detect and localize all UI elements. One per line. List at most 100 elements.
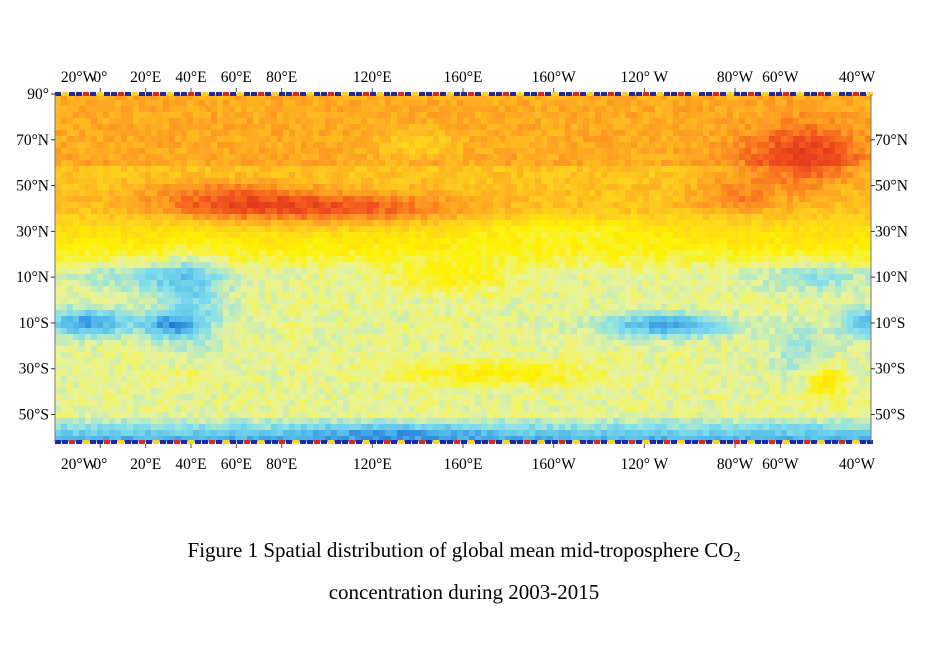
heatmap-cell — [79, 196, 86, 203]
heatmap-cell — [175, 298, 182, 305]
heatmap-cell — [397, 226, 404, 233]
heatmap-cell — [697, 274, 704, 281]
heatmap-cell — [583, 190, 590, 197]
heatmap-cell — [109, 292, 116, 299]
heatmap-cell — [127, 190, 134, 197]
heatmap-cell — [733, 304, 740, 311]
heatmap-cell — [865, 124, 872, 131]
heatmap-cell — [343, 184, 350, 191]
heatmap-cell — [859, 166, 866, 173]
heatmap-cell — [409, 124, 416, 131]
heatmap-cell — [553, 208, 560, 215]
heatmap-cell — [307, 112, 314, 119]
heatmap-cell — [535, 262, 542, 269]
heatmap-cell — [493, 256, 500, 263]
heatmap-cell — [289, 280, 296, 287]
heatmap-cell — [337, 250, 344, 257]
heatmap-cell — [259, 190, 266, 197]
heatmap-cell — [721, 118, 728, 125]
heatmap-cell — [127, 172, 134, 179]
heatmap-cell — [817, 256, 824, 263]
heatmap-cell — [841, 112, 848, 119]
heatmap-cell — [793, 172, 800, 179]
heatmap-cell — [169, 112, 176, 119]
heatmap-cell — [523, 142, 530, 149]
heatmap-cell — [163, 262, 170, 269]
heatmap-cell — [403, 304, 410, 311]
heatmap-cell — [457, 94, 464, 101]
heatmap-cell — [439, 256, 446, 263]
heatmap-cell — [733, 166, 740, 173]
heatmap-cell — [715, 184, 722, 191]
heatmap-cell — [415, 208, 422, 215]
heatmap-cell — [85, 280, 92, 287]
heatmap-cell — [739, 226, 746, 233]
heatmap-cell — [409, 304, 416, 311]
heatmap-cell — [85, 310, 92, 317]
heatmap-cell — [451, 304, 458, 311]
heatmap-cell — [175, 166, 182, 173]
heatmap-cell — [385, 292, 392, 299]
heatmap-cell — [781, 292, 788, 299]
heatmap-cell — [853, 166, 860, 173]
heatmap-cell — [541, 142, 548, 149]
heatmap-cell — [469, 124, 476, 131]
heatmap-cell — [445, 286, 452, 293]
heatmap-cell — [667, 112, 674, 119]
heatmap-cell — [829, 220, 836, 227]
heatmap-cell — [517, 160, 524, 167]
heatmap-cell — [361, 232, 368, 239]
heatmap-cell — [835, 304, 842, 311]
heatmap-cell — [169, 250, 176, 257]
heatmap-cell — [313, 256, 320, 263]
heatmap-cell — [397, 148, 404, 155]
heatmap-cell — [139, 124, 146, 131]
heatmap-cell — [709, 154, 716, 161]
heatmap-cell — [493, 220, 500, 227]
heatmap-cell — [151, 208, 158, 215]
heatmap-cell — [73, 130, 80, 137]
heatmap-cell — [463, 124, 470, 131]
heatmap-cell — [109, 274, 116, 281]
heatmap-cell — [139, 250, 146, 257]
heatmap-cell — [115, 262, 122, 269]
heatmap-cell — [109, 310, 116, 317]
heatmap-cell — [73, 166, 80, 173]
heatmap-cell — [811, 232, 818, 239]
heatmap-cell — [427, 154, 434, 161]
heatmap-cell — [481, 232, 488, 239]
heatmap-cell — [271, 166, 278, 173]
heatmap-cell — [589, 244, 596, 251]
heatmap-cell — [313, 154, 320, 161]
heatmap-cell — [469, 292, 476, 299]
heatmap-cell — [163, 292, 170, 299]
heatmap-cell — [631, 166, 638, 173]
heatmap-cell — [103, 232, 110, 239]
heatmap-cell — [811, 220, 818, 227]
heatmap-cell — [811, 208, 818, 215]
heatmap-cell — [289, 112, 296, 119]
heatmap-cell — [103, 130, 110, 137]
heatmap-cell — [451, 154, 458, 161]
heatmap-cell — [853, 286, 860, 293]
heatmap-cell — [529, 226, 536, 233]
heatmap-cell — [217, 100, 224, 107]
heatmap-cell — [751, 178, 758, 185]
heatmap-cell — [391, 148, 398, 155]
heatmap-cell — [859, 124, 866, 131]
heatmap-cell — [79, 100, 86, 107]
heatmap-cell — [637, 142, 644, 149]
heatmap-cell — [841, 184, 848, 191]
heatmap-cell — [421, 100, 428, 107]
heatmap-cell — [199, 232, 206, 239]
heatmap-cell — [193, 106, 200, 113]
heatmap-cell — [475, 274, 482, 281]
heatmap-cell — [343, 226, 350, 233]
heatmap-cell — [127, 304, 134, 311]
heatmap-cell — [649, 184, 656, 191]
heatmap-cell — [235, 172, 242, 179]
heatmap-cell — [445, 106, 452, 113]
heatmap-cell — [331, 160, 338, 167]
heatmap-cell — [457, 136, 464, 143]
heatmap-cell — [745, 136, 752, 143]
